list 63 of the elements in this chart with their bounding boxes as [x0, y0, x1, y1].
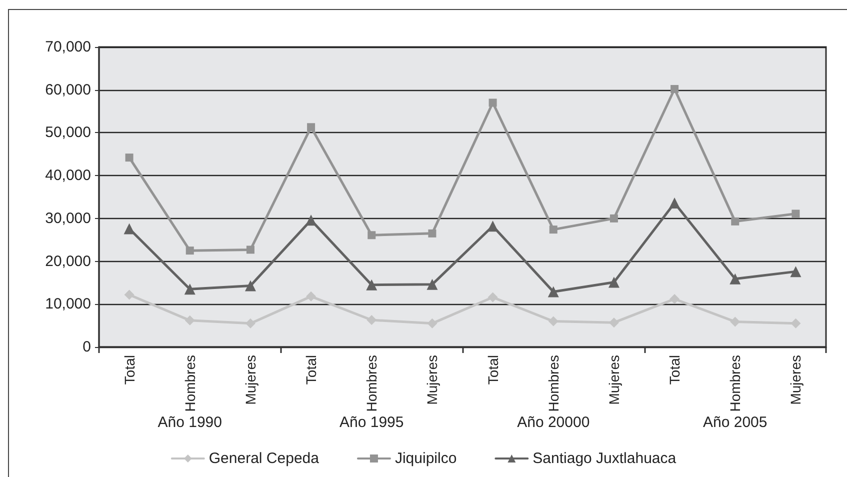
y-tick-label: 30,000 — [45, 210, 91, 227]
x-tick-label: Mujeres — [242, 355, 258, 405]
point — [428, 229, 436, 238]
text: Año 20000 — [517, 414, 590, 431]
point — [487, 220, 498, 232]
point — [427, 318, 438, 328]
point — [306, 214, 317, 226]
point — [608, 318, 619, 328]
point — [549, 226, 558, 234]
x-tick-label: Mujeres — [788, 355, 804, 405]
point — [246, 246, 254, 254]
point — [124, 290, 134, 300]
point — [610, 214, 618, 222]
x-tick-label: Hombres — [182, 355, 198, 412]
point — [792, 210, 800, 218]
x-tick-label: Hombres — [364, 355, 380, 412]
text: Año 2005 — [703, 414, 768, 431]
x-tick-label: Hombres — [727, 355, 744, 412]
y-tick-label: 10,000 — [45, 296, 91, 313]
point — [245, 318, 256, 328]
point — [548, 316, 558, 326]
y-tick-label: 60,000 — [45, 81, 91, 98]
point — [186, 246, 194, 255]
point — [731, 217, 740, 226]
y-tick-label: 20,000 — [45, 252, 91, 270]
point — [306, 291, 316, 302]
x-tick-label: Mujeres — [424, 355, 440, 405]
point — [307, 123, 316, 132]
y-tick-label: 40,000 — [45, 167, 91, 184]
point — [184, 315, 195, 326]
point — [670, 294, 680, 304]
x-tick-label: Mujeres — [606, 355, 622, 405]
point — [548, 286, 559, 298]
text: Año 1990 — [158, 414, 222, 431]
x-tick-label: Total — [484, 355, 501, 385]
point — [426, 278, 438, 290]
x-tick-label: Total — [303, 355, 320, 385]
x-tick-label: Total — [121, 355, 138, 385]
legend-label: General Cepeda — [208, 450, 320, 467]
legend-label: Jiquipilco — [394, 450, 457, 467]
point — [790, 266, 802, 278]
point — [366, 279, 378, 290]
point — [488, 292, 498, 302]
y-tick-label: 70,000 — [45, 38, 91, 56]
legend-label: Santiago Juxtlahuaca — [532, 450, 677, 467]
point — [730, 316, 740, 327]
point — [244, 280, 256, 292]
point — [608, 276, 620, 288]
point — [669, 198, 680, 208]
point — [670, 85, 679, 93]
y-tick-label: 50,000 — [45, 124, 91, 142]
y-tick-label: 0 — [82, 338, 91, 356]
point — [184, 284, 196, 295]
point — [125, 154, 134, 162]
point — [790, 318, 801, 328]
x-tick-label: Hombres — [545, 355, 562, 412]
text: Año 1995 — [340, 414, 404, 431]
point — [368, 231, 376, 240]
point — [488, 98, 497, 107]
point — [366, 315, 377, 325]
point — [124, 223, 135, 234]
point — [730, 273, 741, 284]
x-tick-label: Total — [666, 355, 683, 385]
